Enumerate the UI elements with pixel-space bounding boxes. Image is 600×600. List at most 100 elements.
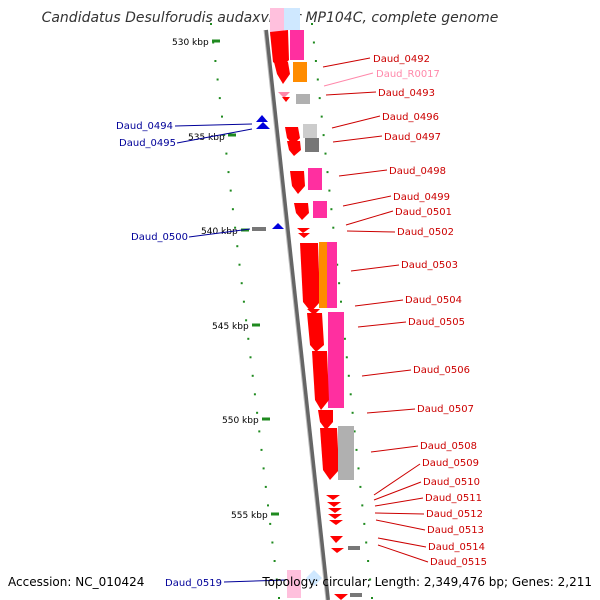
feature-cds-0496[interactable] [303,124,317,138]
feature-cds-0513[interactable] [329,520,343,525]
feature-rrna-0017[interactable] [293,62,307,82]
gene-label-0501[interactable]: Daud_0501 [395,207,452,218]
gene-label-0505[interactable]: Daud_0505 [408,317,465,328]
feature-cds-small[interactable] [282,97,290,102]
scale-dot [234,226,237,229]
feature-cds-0502[interactable] [298,233,310,238]
scale-dot-right [311,23,313,25]
feature-cds-0503a[interactable] [300,243,320,312]
gene-label-0513[interactable]: Daud_0513 [427,525,484,536]
gene-label-0504[interactable]: Daud_0504 [405,295,462,306]
feature-cds-0491[interactable] [270,30,289,68]
gene-label-0493[interactable]: Daud_0493 [378,88,435,99]
scale-dot-right [338,282,341,285]
feature-cds-0496a[interactable] [285,127,300,145]
feature-trna[interactable] [278,92,290,98]
scale-dot-right [332,226,335,229]
feature-cds-0515[interactable] [331,548,344,553]
scale-dot [223,134,226,137]
gene-label-0512[interactable]: Daud_0512 [426,509,483,520]
feature-cds-bottom[interactable] [334,594,348,600]
scale-dot [275,578,278,581]
feature-cds-0514[interactable] [330,536,343,543]
gene-label-0500[interactable]: Daud_0500 [131,232,188,243]
gene-label-0508[interactable]: Daud_0508 [420,441,477,452]
feature-cds-0500[interactable] [272,223,284,229]
feature-blue-bottom[interactable] [306,570,322,586]
feature-cds-0505[interactable] [328,312,344,408]
gene-label-0497[interactable]: Daud_0497 [384,132,441,143]
topology-text: Topology: circular; Length: 2,349,476 bp… [261,575,592,589]
feature-cds-0505a[interactable] [307,313,324,352]
feature-cds-0512[interactable] [328,514,342,519]
gene-label-0494[interactable]: Daud_0494 [116,121,173,132]
feature-cds-0504[interactable] [327,242,337,308]
gene-label-0495[interactable]: Daud_0495 [119,138,176,149]
feature-cds-0494[interactable] [256,115,268,122]
kbp-ticks [212,39,279,516]
feature-cds-0501[interactable] [297,228,310,233]
callout-0496 [331,115,381,129]
gene-label-r0017[interactable]: Daud_R0017 [376,69,440,80]
feature-cds-0498[interactable] [308,168,322,190]
gene-label-0514[interactable]: Daud_0514 [428,542,485,553]
feature-cds-0511[interactable] [328,508,342,513]
feature-pink-top[interactable] [270,8,284,36]
scale-dot [242,300,245,303]
scale-dot-right [328,189,331,192]
feature-cds-0495[interactable] [256,122,270,129]
feature-cds-bottom-bar[interactable] [350,593,362,597]
feature-cds-0503[interactable] [319,242,327,308]
gene-label-0511[interactable]: Daud_0511 [425,493,482,504]
kbp-label-540: 540 kbp [201,227,238,237]
callout-0507 [366,408,416,414]
scale-dot [253,393,256,396]
feature-cds-0498a[interactable] [290,171,305,194]
feature-cds-0504b[interactable] [307,309,320,315]
feature-cds-0492b[interactable] [274,62,290,84]
feature-cds-0509[interactable] [326,495,340,500]
gene-label-0498[interactable]: Daud_0498 [389,166,446,177]
feature-cds-0506[interactable] [312,351,329,410]
feature-cds-0497a[interactable] [287,141,301,156]
feature-cds-0493[interactable] [296,94,310,104]
scale-dot-right [361,504,364,507]
gene-labels: Daud_0492 Daud_R0017 Daud_0493 Daud_0496… [116,54,487,589]
scale-dot-right [357,467,360,470]
feature-cds-0500-bar[interactable] [252,227,266,231]
scale-dot [240,282,243,285]
scale-dot-right [314,60,317,62]
gene-label-0506[interactable]: Daud_0506 [413,365,470,376]
feature-cds-0515-bar[interactable] [348,546,360,550]
gene-label-0507[interactable]: Daud_0507 [417,404,474,415]
gene-label-0519[interactable]: Daud_0519 [165,578,222,589]
kbp-label-555: 555 kbp [231,511,268,521]
gene-label-0510[interactable]: Daud_0510 [423,477,480,488]
feature-cds-0508[interactable] [338,426,354,480]
feature-cds-0508a[interactable] [320,428,339,480]
gene-label-0515[interactable]: Daud_0515 [430,557,487,568]
gene-label-0496[interactable]: Daud_0496 [382,112,439,123]
feature-cds-0499a[interactable] [294,203,309,220]
feature-blue-top[interactable] [284,8,300,30]
footer: Accession: NC_010424 Topology: circular;… [8,575,592,589]
feature-pink-bottom[interactable] [287,570,301,598]
scale-dot-right [353,430,356,433]
scale-dot-right [340,300,342,303]
feature-cds-0507[interactable] [318,410,333,430]
gene-label-0503[interactable]: Daud_0503 [401,260,458,271]
scale-track [210,23,373,599]
feature-cds-0510[interactable] [327,502,341,507]
gene-label-0502[interactable]: Daud_0502 [397,227,454,238]
gene-label-0492[interactable]: Daud_0492 [373,54,430,65]
scale-dot-right [320,115,323,118]
callout-0492 [322,57,371,68]
feature-cds-0499[interactable] [313,201,327,218]
callout-0502 [346,230,396,233]
feature-cds-0492[interactable] [290,30,304,60]
scale-dot [229,189,232,192]
feature-cds-0497[interactable] [305,138,319,152]
gene-label-0499[interactable]: Daud_0499 [393,192,450,203]
gene-label-0509[interactable]: Daud_0509 [422,458,479,469]
